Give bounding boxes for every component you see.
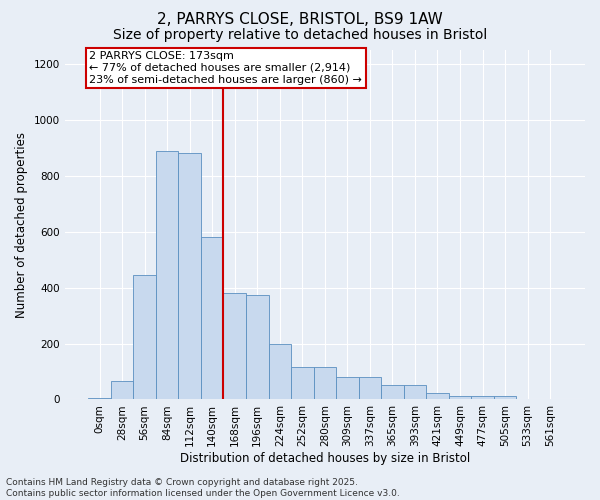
- Bar: [201, 238, 223, 400]
- Bar: [133, 275, 156, 400]
- Bar: [471, 396, 494, 400]
- Text: 2 PARRYS CLOSE: 173sqm
← 77% of detached houses are smaller (2,914)
23% of semi-: 2 PARRYS CLOSE: 173sqm ← 77% of detached…: [89, 52, 362, 84]
- Text: Contains HM Land Registry data © Crown copyright and database right 2025.
Contai: Contains HM Land Registry data © Crown c…: [6, 478, 400, 498]
- Bar: [426, 394, 449, 400]
- Bar: [156, 150, 178, 400]
- Bar: [291, 368, 314, 400]
- Bar: [359, 377, 381, 400]
- Text: 2, PARRYS CLOSE, BRISTOL, BS9 1AW: 2, PARRYS CLOSE, BRISTOL, BS9 1AW: [157, 12, 443, 28]
- Bar: [381, 386, 404, 400]
- Bar: [449, 396, 471, 400]
- Bar: [246, 294, 269, 400]
- X-axis label: Distribution of detached houses by size in Bristol: Distribution of detached houses by size …: [180, 452, 470, 465]
- Bar: [111, 382, 133, 400]
- Bar: [404, 386, 426, 400]
- Bar: [178, 154, 201, 400]
- Bar: [494, 396, 516, 400]
- Text: Size of property relative to detached houses in Bristol: Size of property relative to detached ho…: [113, 28, 487, 42]
- Bar: [269, 344, 291, 400]
- Bar: [336, 377, 359, 400]
- Bar: [88, 398, 111, 400]
- Bar: [314, 368, 336, 400]
- Bar: [223, 293, 246, 400]
- Y-axis label: Number of detached properties: Number of detached properties: [15, 132, 28, 318]
